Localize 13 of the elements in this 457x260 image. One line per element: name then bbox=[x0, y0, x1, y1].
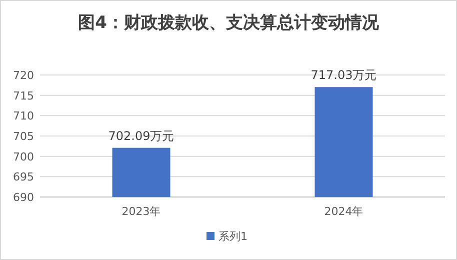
y-tick-label: 700 bbox=[13, 150, 34, 164]
y-tick-label: 695 bbox=[13, 170, 34, 184]
y-tick-label: 720 bbox=[13, 69, 34, 82]
y-tick-label: 715 bbox=[13, 89, 34, 102]
y-tick-label: 690 bbox=[13, 191, 34, 204]
legend-label: 系列1 bbox=[218, 230, 248, 243]
y-tick-label: 705 bbox=[13, 130, 34, 143]
x-tick-label: 2024年 bbox=[324, 205, 364, 218]
data-label: 717.03万元 bbox=[310, 68, 377, 82]
x-tick-label: 2023年 bbox=[122, 205, 161, 218]
chart-title: 图4：财政拨款收、支决算总计变动情况 bbox=[78, 13, 380, 33]
y-tick-label: 710 bbox=[13, 110, 34, 123]
data-label: 702.09万元 bbox=[108, 128, 174, 143]
